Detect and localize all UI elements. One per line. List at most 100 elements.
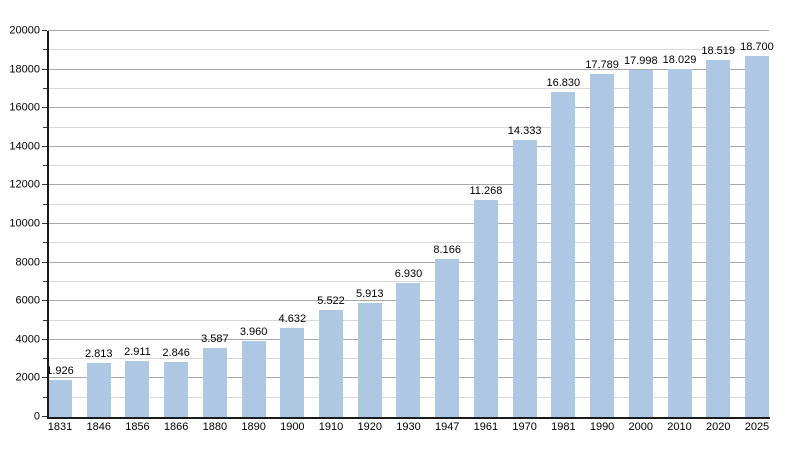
- x-tick-label: 1970: [512, 421, 537, 433]
- x-tick-label: 1900: [280, 421, 305, 433]
- y-gridline-minor: [48, 280, 769, 282]
- bar-1900: 4.632: [279, 313, 306, 417]
- y-axis-tick: [43, 358, 47, 360]
- bar-value-label: 2.813: [84, 347, 113, 360]
- bar-1890: 3.960: [240, 326, 267, 417]
- bar-value-label: 8.166: [433, 244, 461, 257]
- y-tick-label: 4000: [15, 333, 40, 346]
- x-tick-label: 1990: [589, 421, 615, 433]
- y-gridline-major: [48, 184, 769, 186]
- y-gridline-minor: [48, 87, 769, 89]
- y-axis-tick: [43, 280, 47, 282]
- bar-value-label: 4.632: [278, 312, 307, 325]
- y-axis-tick: [42, 300, 47, 302]
- bar-1920: 5.913: [356, 288, 384, 417]
- bar-1831: 1.926: [46, 365, 74, 417]
- y-axis-line: [47, 31, 49, 418]
- bar-value-label: 18.700: [740, 41, 774, 54]
- y-tick-label: 0: [33, 410, 40, 423]
- bar-1846: 2.813: [85, 348, 112, 417]
- x-tick-label: 1920: [357, 421, 382, 433]
- y-gridline-major: [48, 261, 769, 263]
- bar-value-label: 17.789: [585, 58, 619, 71]
- y-tick-label: 20000: [9, 24, 40, 37]
- bar-1981: 16.830: [547, 78, 580, 417]
- y-axis-tick: [42, 107, 47, 109]
- bar-value-label: 18.519: [701, 44, 736, 57]
- bar-value-label: 16.830: [546, 77, 581, 90]
- bar-value-label: 14.333: [507, 125, 542, 138]
- x-tick-label: 2025: [744, 421, 770, 433]
- x-tick-label: 2010: [667, 421, 692, 433]
- y-gridline-major: [48, 145, 769, 147]
- y-axis-tick: [42, 145, 47, 147]
- y-axis-tick: [42, 68, 47, 70]
- bar-value-label: 5.913: [355, 287, 384, 300]
- bar-2025: 18.700: [740, 42, 774, 417]
- bar-value-label: 1.926: [46, 364, 74, 377]
- bar-value-label: 18.029: [662, 54, 697, 67]
- x-tick-label: 1866: [163, 421, 189, 433]
- y-gridline-minor: [48, 126, 769, 128]
- y-axis-tick: [43, 87, 47, 89]
- x-tick-label: 1910: [318, 421, 344, 433]
- y-tick-label: 18000: [9, 63, 40, 76]
- y-axis-tick: [43, 242, 47, 244]
- x-tick-label: 1930: [396, 421, 421, 433]
- y-axis-tick: [43, 203, 47, 205]
- y-gridline-major: [48, 30, 769, 31]
- y-gridline-minor: [48, 165, 769, 167]
- bar-2000: 17.998: [624, 55, 658, 417]
- bar-value-label: 2.846: [162, 347, 190, 360]
- x-tick-label: 1981: [551, 421, 576, 433]
- y-tick-label: 6000: [15, 294, 40, 307]
- y-tick-label: 2000: [15, 371, 40, 384]
- y-tick-label: 16000: [9, 101, 40, 114]
- bar-value-label: 11.268: [469, 184, 503, 197]
- bar-value-label: 17.998: [623, 54, 658, 67]
- bar-2020: 18.519: [701, 45, 735, 417]
- bar-1990: 17.789: [585, 59, 619, 417]
- y-axis-tick: [42, 338, 47, 340]
- bar-2010: 18.029: [663, 55, 696, 417]
- y-axis-tick: [42, 416, 47, 417]
- y-axis-tick: [43, 126, 47, 128]
- x-tick-label: 1947: [434, 421, 460, 433]
- y-gridline-minor: [48, 242, 769, 244]
- y-tick-label: 12000: [9, 178, 40, 191]
- bars-container: 1.926 2.813 2.911 2.846 3.587 3.960 4.632 5.522…: [46, 31, 774, 417]
- bar-value-label: 5.522: [317, 295, 345, 308]
- bar-value-label: 3.587: [201, 332, 229, 345]
- bar-1866: 2.846: [162, 348, 190, 417]
- y-gridline-major: [48, 68, 769, 70]
- y-tick-label: 8000: [15, 256, 40, 269]
- y-axis-tick: [43, 165, 47, 167]
- y-tick-label: 10000: [9, 217, 40, 230]
- bar-1910: 5.522: [317, 296, 345, 417]
- x-axis-line: [47, 417, 770, 419]
- x-tick-label: 1856: [125, 421, 150, 433]
- x-tick-label: 1890: [241, 421, 266, 433]
- bar-value-label: 3.960: [239, 325, 268, 338]
- y-axis-tick: [43, 396, 47, 398]
- x-tick-label: 1961: [473, 421, 499, 433]
- y-axis-tick: [42, 184, 47, 186]
- x-tick-label: 1831: [47, 421, 73, 433]
- bar-1880: 3.587: [201, 333, 229, 417]
- x-axis-labels-row: 1831 1846 1856 1866 1880 1890 1900 1910 1920 1930…: [48, 422, 769, 433]
- y-axis-tick: [42, 377, 47, 379]
- y-gridline-major: [48, 223, 769, 224]
- y-tick-label: 14000: [9, 140, 40, 153]
- y-gridline-minor: [48, 49, 769, 51]
- bar-value-label: 2.911: [124, 345, 151, 358]
- y-axis-tick: [42, 261, 47, 263]
- x-tick-label: 2020: [705, 421, 731, 433]
- bar-1970: 14.333: [508, 126, 541, 417]
- y-axis-tick: [42, 30, 47, 31]
- bar-1856: 2.911: [124, 346, 151, 417]
- bar-1961: 11.268: [469, 185, 502, 417]
- x-tick-label: 1880: [202, 421, 228, 433]
- x-tick-label: 1846: [86, 421, 111, 433]
- plot-area: 1.926 2.813 2.911 2.846 3.587 3.960 4.632 5.522…: [9, 25, 774, 422]
